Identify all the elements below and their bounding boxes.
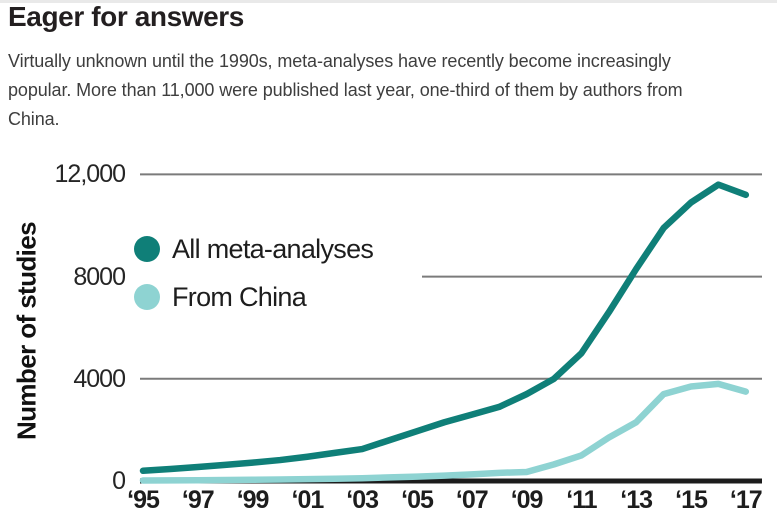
x-tick-label-2013: ‘13 (620, 486, 653, 514)
series-line-from-china (139, 380, 750, 484)
x-tick-label-1999: ‘99 (236, 486, 270, 514)
x-tick-label-2005: ‘05 (401, 486, 434, 514)
x-tick-label-2007: ‘07 (455, 486, 489, 514)
x-tick-label-1997: ‘97 (181, 486, 215, 514)
page-title: Eager for answers (8, 1, 244, 32)
legend-item-from-china: From China (134, 277, 422, 317)
y-tick-label-8000: 8000 (73, 262, 126, 291)
x-tick-label-2017: ‘17 (729, 486, 763, 514)
series-line-all-meta-analyses (139, 181, 750, 475)
y-axis-title: Number of studies (11, 221, 42, 441)
legend-swatch-light-teal-circle-icon (134, 284, 160, 310)
x-tick-label-2009: ‘09 (510, 486, 544, 514)
intro-line-2: popular. More than 11,000 were published… (8, 80, 683, 100)
legend-label-from-china: From China (172, 281, 307, 312)
intro-line-1: Virtually unknown until the 1990s, meta-… (8, 51, 671, 71)
intro-line-3: China. (8, 109, 60, 129)
legend-item-all-meta-analyses: All meta-analyses (134, 229, 422, 269)
x-tick-label-2011: ‘11 (566, 486, 597, 514)
y-tick-label-12000: 12,000 (54, 160, 126, 189)
x-tick-label-2015: ‘15 (675, 486, 708, 514)
x-tick-label-2003: ‘03 (346, 486, 379, 514)
legend-swatch-dark-teal-circle-icon (134, 236, 160, 262)
legend-label-all-meta-analyses: All meta-analyses (172, 233, 374, 264)
intro-text: Virtually unknown until the 1990s, meta-… (8, 47, 770, 134)
y-tick-label-4000: 4000 (73, 364, 126, 393)
top-border (0, 0, 777, 3)
x-tick-label-2001: ‘01 (291, 486, 325, 514)
x-tick-label-1995: ‘95 (127, 486, 160, 514)
y-tick-label-0: 0 (112, 467, 126, 495)
legend: All meta-analyses From China (134, 229, 422, 317)
